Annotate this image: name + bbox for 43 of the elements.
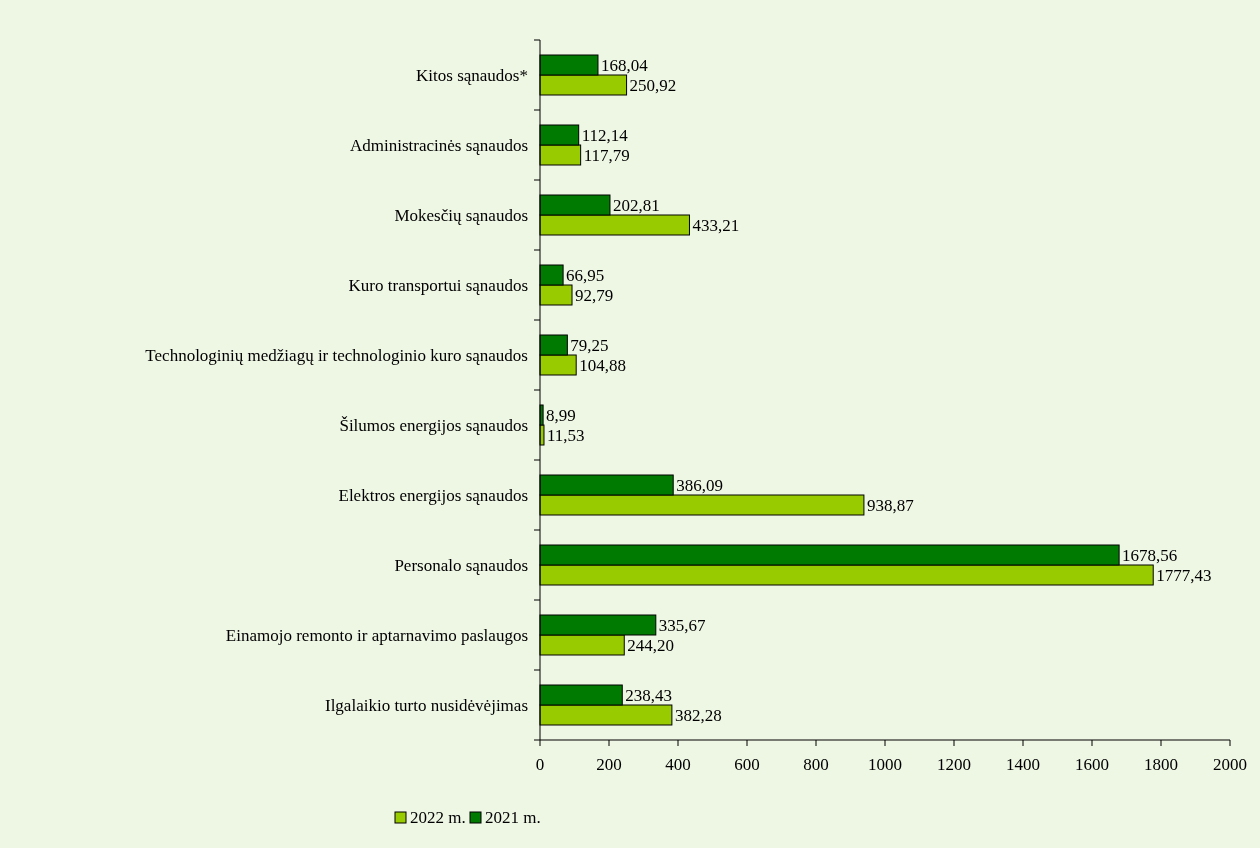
y-tick-label: Technologinių medžiagų ir technologinio kuro sąnaudos: [145, 346, 528, 365]
y-tick-label: Kuro transportui sąnaudos: [348, 276, 528, 295]
x-tick-label: 1800: [1144, 755, 1178, 774]
data-label: 1678,56: [1122, 546, 1178, 565]
data-label: 250,92: [629, 76, 677, 95]
y-tick-label: Šilumos energijos sąnaudos: [339, 416, 528, 435]
data-label: 433,21: [692, 216, 740, 235]
data-label: 386,09: [676, 476, 723, 495]
x-tick-label: 400: [665, 755, 691, 774]
data-label: 382,28: [674, 706, 722, 725]
x-tick-label: 1200: [937, 755, 971, 774]
y-tick-label: Mokesčių sąnaudos: [394, 206, 528, 225]
y-tick-label: Administracinės sąnaudos: [350, 136, 528, 155]
data-label: 66,95: [566, 266, 605, 285]
x-tick-label: 800: [803, 755, 829, 774]
data-label: 11,53: [546, 426, 585, 445]
data-label: 938,87: [866, 496, 915, 515]
data-label: 238,43: [625, 686, 673, 705]
y-tick-label: Kitos sąnaudos*: [416, 66, 528, 85]
data-label: 1777,43: [1156, 566, 1212, 585]
data-label: 92,79: [575, 286, 614, 305]
x-tick-label: 0: [535, 755, 545, 774]
y-tick-label: Einamojo remonto ir aptarnavimo paslaugos: [225, 626, 528, 645]
data-label: 117,79: [583, 146, 630, 165]
y-tick-label: Elektros energijos sąnaudos: [338, 486, 528, 505]
x-tick-label: 200: [596, 755, 622, 774]
x-tick-label: 2000: [1213, 755, 1247, 774]
data-label: 202,81: [612, 196, 660, 215]
data-label: 168,04: [600, 56, 649, 75]
data-label: 104,88: [579, 356, 626, 375]
x-tick-label: 600: [734, 755, 760, 774]
x-tick-label: 1400: [1006, 755, 1040, 774]
y-tick-label: Ilgalaikio turto nusidėvėjimas: [324, 696, 528, 715]
legend-label: 2022 m.: [410, 808, 466, 827]
y-tick-label: Personalo sąnaudos: [394, 556, 528, 575]
legend-label: 2021 m.: [485, 808, 541, 827]
data-label: 8,99: [546, 406, 576, 425]
data-label: 79,25: [570, 336, 609, 355]
data-label: 335,67: [658, 616, 707, 635]
data-label: 112,14: [581, 126, 629, 145]
data-label: 244,20: [627, 636, 674, 655]
x-tick-label: 1000: [868, 755, 902, 774]
x-tick-label: 1600: [1075, 755, 1109, 774]
